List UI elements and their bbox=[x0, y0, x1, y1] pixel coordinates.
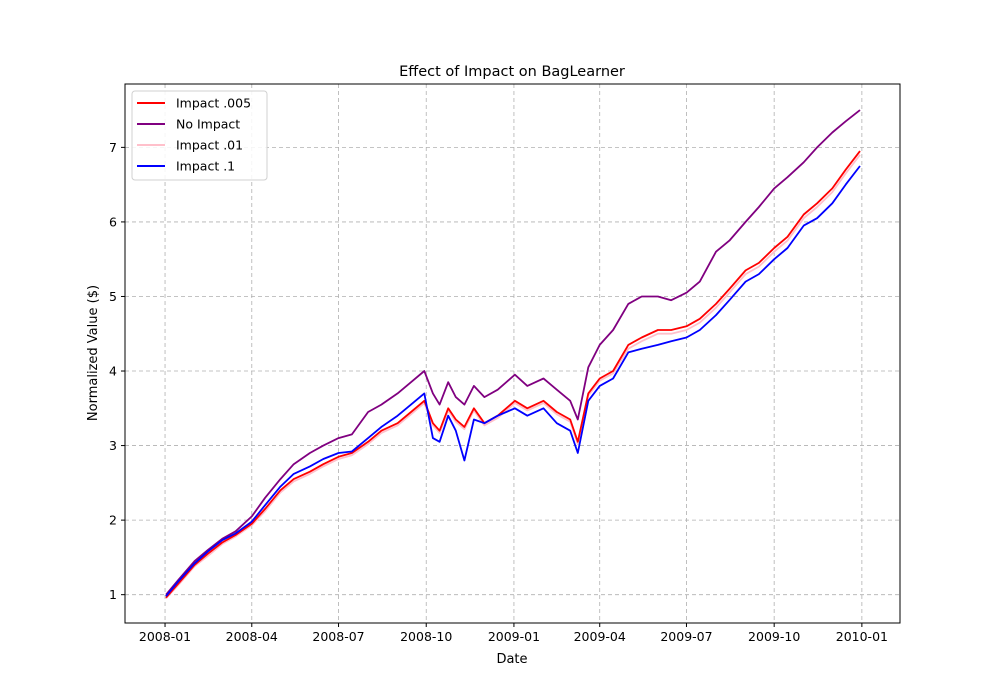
y-tick-label: 3 bbox=[109, 438, 117, 453]
grid-layer bbox=[125, 84, 900, 623]
y-tick-label: 7 bbox=[109, 140, 117, 155]
x-tick-label: 2010-01 bbox=[836, 629, 888, 644]
series-line-2 bbox=[165, 154, 861, 600]
x-tick-label: 2009-07 bbox=[660, 629, 712, 644]
x-tick-label: 2008-04 bbox=[226, 629, 278, 644]
plot-area-frame bbox=[124, 83, 901, 624]
series-line-3 bbox=[165, 165, 861, 597]
y-tick-label: 4 bbox=[109, 364, 117, 379]
x-axis-ticks: 2008-01 2008-04 2008-07 2008-10 2009-01 2009-… bbox=[139, 623, 888, 644]
y-axis-label: Normalized Value ($) bbox=[86, 285, 101, 421]
x-tick-label: 2008-01 bbox=[139, 629, 191, 644]
x-tick-label: 2008-10 bbox=[400, 629, 452, 644]
legend: Impact .005 No Impact Impact .01 Impact .1 bbox=[131, 90, 268, 181]
legend-label: Impact .1 bbox=[176, 159, 235, 174]
series-line-0 bbox=[165, 150, 861, 599]
x-axis-label: Date bbox=[496, 652, 527, 667]
y-axis-ticks: 1 2 3 4 5 6 7 bbox=[109, 140, 125, 602]
series-layer bbox=[165, 109, 861, 600]
legend-box bbox=[131, 90, 268, 181]
x-tick-label: 2009-01 bbox=[488, 629, 540, 644]
y-tick-label: 6 bbox=[109, 214, 117, 229]
y-tick-label: 5 bbox=[109, 289, 117, 304]
chart-title: Effect of Impact on BagLearner bbox=[399, 64, 625, 80]
y-tick-label: 2 bbox=[109, 513, 117, 528]
y-tick-label: 1 bbox=[109, 587, 117, 602]
x-tick-label: 2009-10 bbox=[748, 629, 800, 644]
legend-label: Impact .01 bbox=[176, 138, 243, 153]
legend-label: No Impact bbox=[176, 117, 240, 132]
legend-label: Impact .005 bbox=[176, 96, 251, 111]
x-tick-label: 2008-07 bbox=[312, 629, 364, 644]
legend-items: Impact .005 No Impact Impact .01 Impact .1 bbox=[137, 96, 251, 174]
series-line-1 bbox=[165, 109, 861, 596]
x-tick-label: 2009-04 bbox=[574, 629, 626, 644]
